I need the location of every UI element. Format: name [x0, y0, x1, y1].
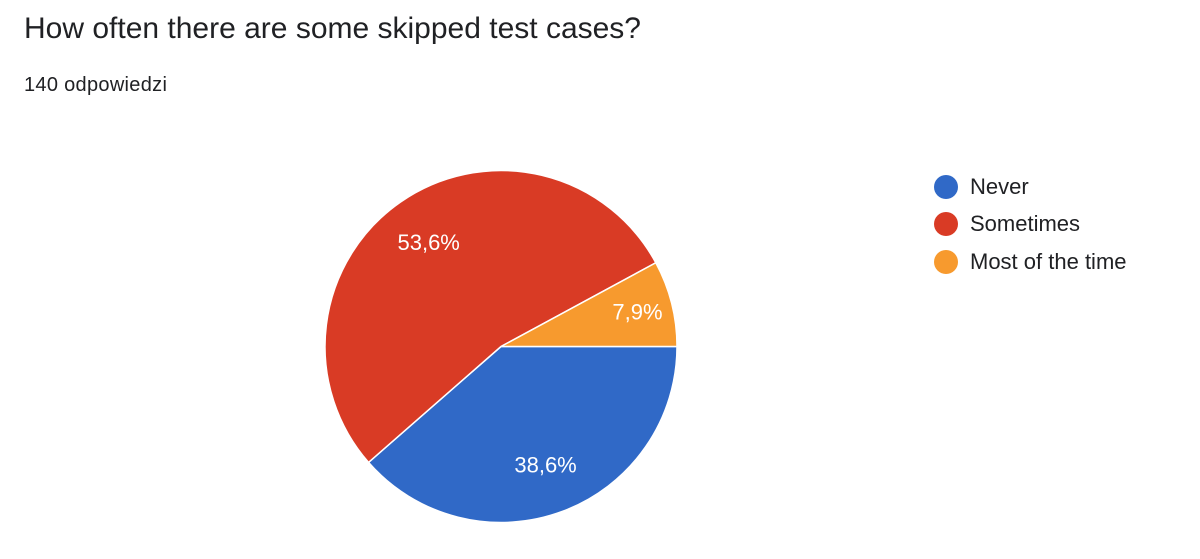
legend-item-sometimes[interactable]: Sometimes [934, 206, 1127, 244]
slice-label-sometimes: 53,6% [397, 230, 459, 255]
legend-item-most-of-the-time[interactable]: Most of the time [934, 243, 1127, 281]
pie-slice-never[interactable] [367, 345, 678, 524]
question-title: How often there are some skipped test ca… [24, 12, 641, 45]
response-count: 140 odpowiedzi [24, 74, 168, 96]
legend-swatch-most-of-the-time [934, 249, 958, 274]
slice-label-never: 38,6% [514, 453, 576, 478]
legend-label-never: Never [970, 173, 1029, 199]
legend-swatch-sometimes [934, 212, 958, 237]
slice-label-most-of-the-time: 7,9% [612, 299, 662, 324]
legend-label-most-of-the-time: Most of the time [970, 248, 1127, 274]
legend-swatch-never [934, 174, 958, 199]
legend-label-sometimes: Sometimes [970, 211, 1081, 237]
pie-slice-sometimes[interactable] [324, 169, 657, 464]
pie-slice-most-of-the-time[interactable] [500, 261, 678, 348]
legend-item-never[interactable]: Never [934, 168, 1127, 206]
chart-legend: Never Sometimes Most of the time [934, 168, 1127, 281]
